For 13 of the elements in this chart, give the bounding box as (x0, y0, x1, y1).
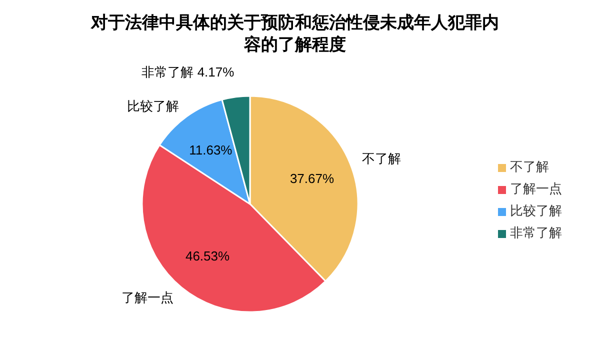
legend-label: 非常了解 (510, 225, 562, 240)
slice-label: 了解一点 (121, 290, 174, 306)
legend-label: 比较了解 (510, 203, 562, 218)
legend-label: 不了解 (510, 159, 549, 174)
legend-label: 了解一点 (510, 181, 562, 196)
data-label: 46.53% (185, 248, 230, 264)
data-label: 37.67% (290, 171, 334, 186)
data-label: 11.63% (189, 142, 233, 158)
slice-label: 非常了解 (142, 64, 194, 80)
slice-label: 比较了解 (126, 98, 179, 114)
slice-label: 不了解 (362, 150, 401, 166)
data-label: 4.17% (197, 64, 234, 80)
chart-title: 对于法律中具体的关于预防和惩治性侵未成年人犯罪内容的了解程度 (90, 12, 500, 56)
